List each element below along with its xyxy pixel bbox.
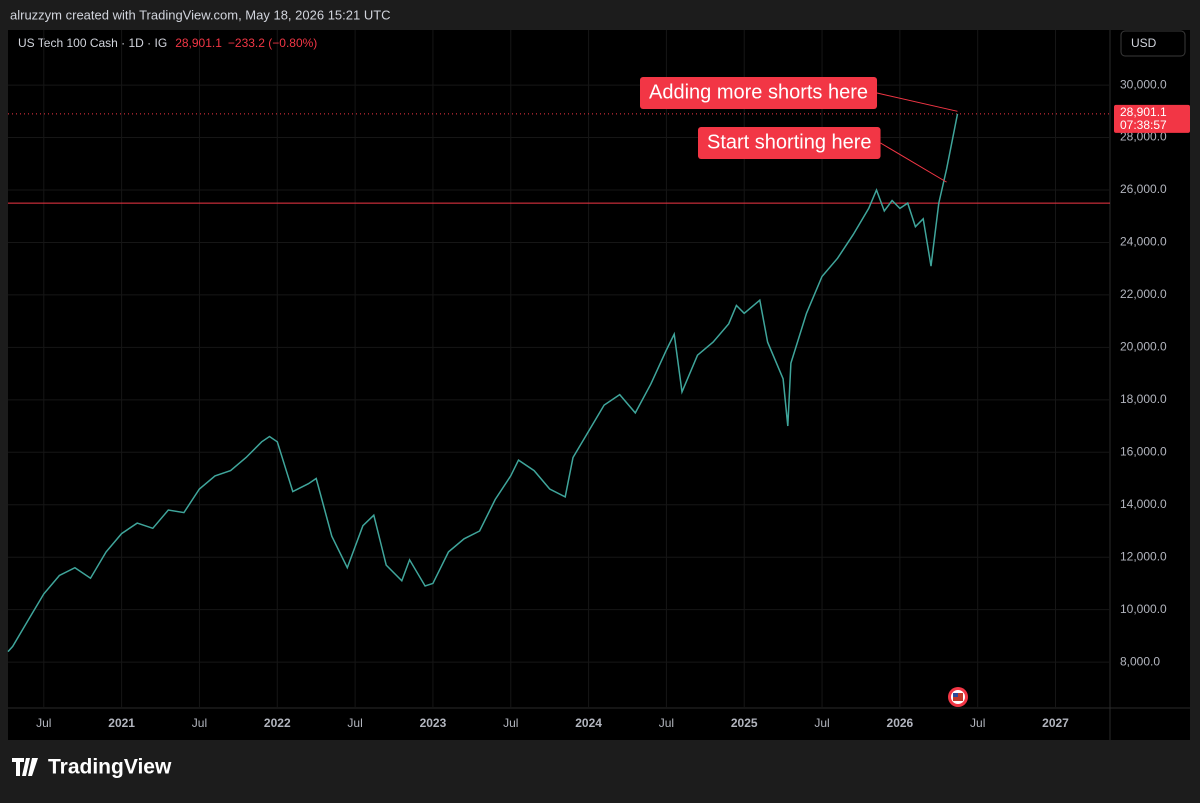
x-tick-label: 2021 (108, 716, 135, 730)
x-tick-label: Jul (503, 716, 518, 730)
symbol-title: US Tech 100 Cash · 1D · IG (18, 36, 167, 50)
annotation-box (698, 127, 881, 159)
logo-icon (12, 758, 38, 776)
x-tick-label: 2023 (420, 716, 447, 730)
price-change: −233.2 (−0.80%) (228, 36, 317, 50)
brand: TradingView (48, 756, 172, 779)
x-tick-label: Jul (192, 716, 207, 730)
annotation: Start shorting here (698, 127, 947, 183)
credit: alruzzym created with TradingView.com, M… (10, 7, 391, 22)
x-tick-label: 2025 (731, 716, 758, 730)
y-tick-label: 22,000.0 (1120, 287, 1167, 301)
last-price: 28,901.1 (175, 36, 222, 50)
x-tick-label: Jul (814, 716, 829, 730)
x-tick-label: Jul (347, 716, 362, 730)
annotation-box (640, 77, 878, 109)
y-tick-label: 12,000.0 (1120, 549, 1167, 563)
y-tick-label: 18,000.0 (1120, 392, 1167, 406)
price-tag (1114, 104, 1190, 133)
price-tag-label: 28,901.1 (1120, 105, 1167, 119)
annotation: Adding more shorts here (640, 77, 958, 112)
currency[interactable]: USD (1131, 36, 1157, 50)
chart-pane (8, 30, 1190, 740)
annotation-pointer (876, 92, 958, 112)
y-tick-label: 10,000.0 (1120, 602, 1167, 616)
x-tick-label: Jul (970, 716, 985, 730)
y-tick-label: 20,000.0 (1120, 340, 1167, 354)
x-tick-label: 2027 (1042, 716, 1069, 730)
y-tick-label: 8,000.0 (1120, 654, 1160, 668)
annotation-pointer (880, 142, 947, 183)
currency-button[interactable] (1120, 30, 1186, 57)
x-tick-label: Jul (659, 716, 674, 730)
y-tick-label: 26,000.0 (1120, 182, 1167, 196)
price-series (7, 113, 959, 653)
title-row: US Tech 100 Cash · 1D · IG (18, 36, 167, 50)
y-tick-label: 14,000.0 (1120, 497, 1167, 511)
annotation-text: Adding more shorts here (649, 81, 868, 103)
x-tick-label: Jul (36, 716, 51, 730)
y-tick-label: 16,000.0 (1120, 444, 1167, 458)
plot: 8,000.0 10,000.0 12,000.0 14,000.0 16,000.0 1… (7, 30, 1167, 730)
countdown: 07:38:57 (1120, 118, 1167, 132)
y-tick-label: 24,000.0 (1120, 235, 1167, 249)
annotation-text: Start shorting here (707, 131, 872, 153)
x-tick-label: 2024 (575, 716, 602, 730)
y-tick-label: 28,000.0 (1120, 130, 1167, 144)
flag-icon (948, 687, 968, 707)
x-tick-label: 2022 (264, 716, 291, 730)
y-tick-label: 30,000.0 (1120, 77, 1167, 91)
x-tick-label: 2026 (887, 716, 914, 730)
